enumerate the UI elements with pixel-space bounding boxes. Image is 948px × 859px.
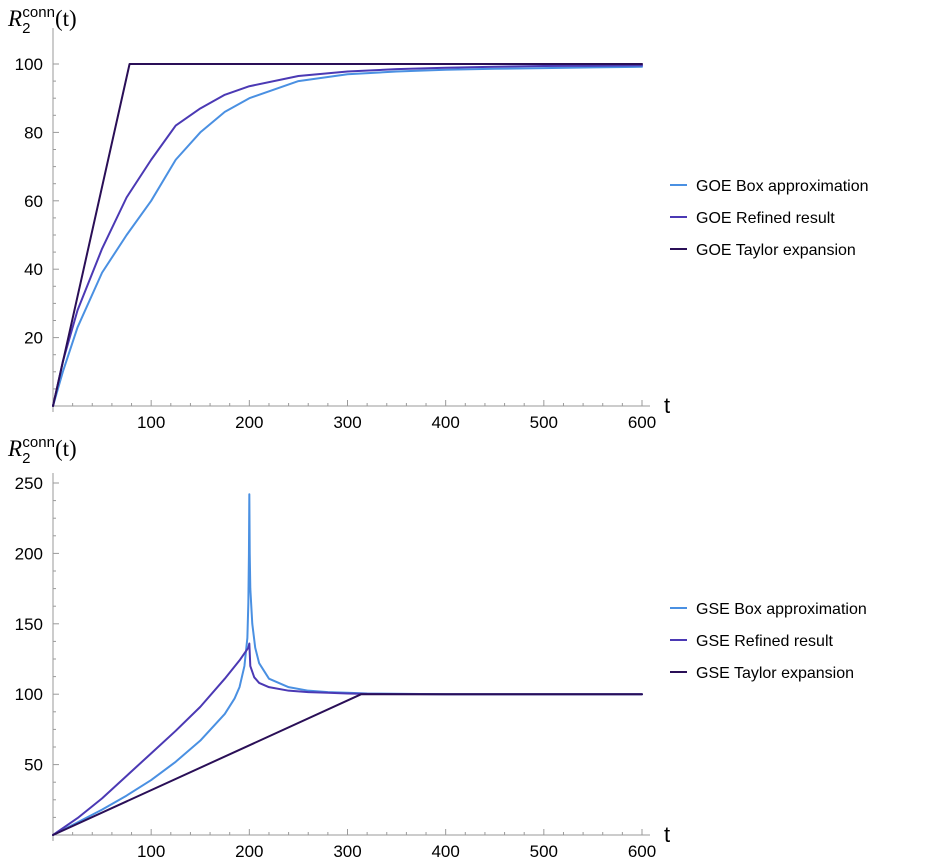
legend-entry: GOE Taylor expansion <box>696 242 856 259</box>
x-tick-label: 600 <box>628 842 656 859</box>
y-tick-label: 50 <box>24 756 43 775</box>
y-axis-label: R2conn(t) <box>7 434 77 467</box>
legend-entry: GOE Box approximation <box>696 178 869 195</box>
legend-entry: GSE Taylor expansion <box>696 665 854 682</box>
y-tick-label: 80 <box>24 123 43 142</box>
chart-panel-2: 100 200 300 400 500 600 50 100 150 200 250 t R2conn(… <box>7 434 867 859</box>
x-tick-label: 400 <box>431 413 459 432</box>
legend-entry: GSE Refined result <box>696 633 834 650</box>
legend: GOE Box approximation GOE Refined result G… <box>670 178 869 259</box>
series-line-2 <box>52 64 643 407</box>
series-line-3 <box>52 693 643 836</box>
legend-entry: GSE Box approximation <box>696 601 867 618</box>
y-tick-label: 100 <box>15 685 43 704</box>
x-tick-label: 200 <box>235 842 263 859</box>
series-line-2 <box>52 642 643 836</box>
x-tick-label: 200 <box>235 413 263 432</box>
series-line-1 <box>52 493 643 836</box>
y-tick-label: 250 <box>15 474 43 493</box>
series-line-3 <box>52 63 643 407</box>
x-axis-label: t <box>664 822 670 847</box>
legend: GSE Box approximation GSE Refined result G… <box>670 601 867 682</box>
x-tick-label: 100 <box>137 842 165 859</box>
legend-entry: GOE Refined result <box>696 210 835 227</box>
x-axis-label: t <box>664 393 670 418</box>
series-line-1 <box>52 65 643 407</box>
x-tick-label: 300 <box>333 413 361 432</box>
x-tick-label: 400 <box>431 842 459 859</box>
y-tick-label: 200 <box>15 544 43 563</box>
y-tick-label: 60 <box>24 192 43 211</box>
x-tick-label: 500 <box>530 842 558 859</box>
y-tick-label: 40 <box>24 260 43 279</box>
x-tick-label: 600 <box>628 413 656 432</box>
y-tick-label: 100 <box>15 55 43 74</box>
y-axis-label: R2conn(t) <box>7 4 77 37</box>
chart-panel-1: 100 200 300 400 500 600 20 40 60 80 100 t R2conn(t) G… <box>7 4 869 432</box>
x-tick-label: 300 <box>333 842 361 859</box>
x-tick-label: 100 <box>137 413 165 432</box>
y-tick-label: 150 <box>15 615 43 634</box>
x-tick-label: 500 <box>530 413 558 432</box>
y-tick-label: 20 <box>24 329 43 348</box>
